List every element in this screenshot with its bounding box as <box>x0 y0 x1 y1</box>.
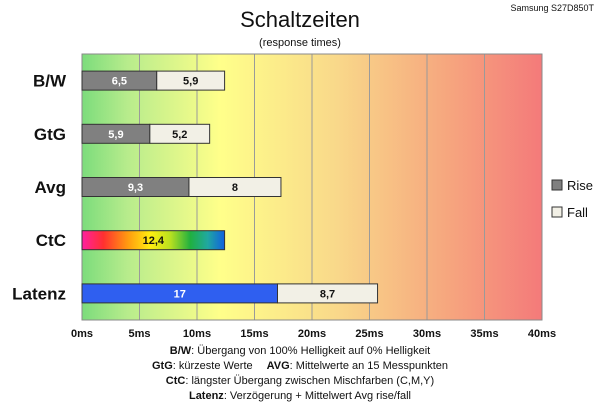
x-tick-label-0: 0ms <box>71 328 93 340</box>
category-label-avg: Avg <box>35 178 67 197</box>
bar-fall-gtg <box>149 123 211 144</box>
data-label-rise-b-w: 6,5 <box>112 76 127 88</box>
note-text-latenz: : Verzögerung + Mittelwert Avg rise/fall <box>223 390 412 402</box>
data-label-rise-avg: 9,3 <box>128 182 143 194</box>
data-label-fall-latenz: 8,7 <box>320 288 335 300</box>
note-text-ctc: : längster Übergang zwischen Mischfarben… <box>185 375 435 387</box>
bar-fall-avg <box>188 177 282 197</box>
bar-fall-latenz <box>277 283 379 304</box>
note-key-gtg: GtG <box>151 360 173 372</box>
note-line-ctc: CtC: längster Übergang zwischen Mischfar… <box>0 374 600 389</box>
x-tick-label-4: 20ms <box>298 328 326 340</box>
note-key-latenz: Latenz <box>188 390 224 402</box>
data-label-fall-gtg: 5,2 <box>172 129 187 141</box>
category-label-latenz: Latenz <box>12 284 66 303</box>
data-label-rise-gtg: 5,9 <box>108 129 123 141</box>
data-label-ctc: 12,4 <box>143 235 165 247</box>
bar-fall-b-w <box>156 70 226 91</box>
x-tick-label-7: 35ms <box>470 328 498 340</box>
note-line-latenz: Latenz: Verzögerung + Mittelwert Avg ris… <box>0 389 600 404</box>
bars-group: 6,5 5,9 5,9 5,2 9,3 8 12,4 17 8,7 <box>81 70 379 304</box>
x-tick-label-6: 30ms <box>413 328 441 340</box>
x-tick-label-2: 10ms <box>183 328 211 340</box>
data-label-rise-latenz: 17 <box>174 288 186 300</box>
note-text-avg: : Mittelwerte an 15 Messpunkten <box>289 360 449 372</box>
x-tick-label-8: 40ms <box>528 328 556 340</box>
category-label-gtg: GtG <box>34 125 66 144</box>
chart-title: Schaltzeiten <box>240 7 360 32</box>
legend: Rise Fall <box>551 178 593 220</box>
note-line-gtg-avg: GtG: kürzeste Werte AVG: Mittelwerte an 1… <box>0 359 600 374</box>
note-text-bw: : Übergang von 100% Helligkeit auf 0% He… <box>191 345 431 357</box>
category-label-ctc: CtC <box>36 231 66 250</box>
legend-label-fall: Fall <box>567 205 588 220</box>
gridlines <box>81 53 543 321</box>
note-text-gtg: : kürzeste Werte <box>172 360 253 372</box>
data-label-fall-b-w: 5,9 <box>183 76 198 88</box>
category-labels: B/W GtG Avg CtC Latenz <box>12 72 67 304</box>
bar-ctc <box>81 230 226 251</box>
x-tick-label-3: 15ms <box>240 328 268 340</box>
category-label-b-w: B/W <box>33 72 67 91</box>
x-axis-ticks: 0ms 5ms 10ms 15ms 20ms 25ms 30ms 35ms 40ms <box>71 328 556 340</box>
note-key-avg: AVG <box>266 360 290 372</box>
note-key-bw: B/W <box>169 345 192 357</box>
note-key-ctc: CtC <box>165 375 186 387</box>
chart-subtitle: (response times) <box>259 37 341 49</box>
x-tick-label-1: 5ms <box>128 328 150 340</box>
x-tick-label-5: 25ms <box>355 328 383 340</box>
legend-swatch-rise <box>551 179 563 191</box>
data-label-fall-avg: 8 <box>232 182 238 194</box>
legend-swatch-fall <box>551 206 563 218</box>
note-line-bw: B/W: Übergang von 100% Helligkeit auf 0%… <box>0 344 600 359</box>
legend-label-rise: Rise <box>567 178 593 193</box>
model-label: Samsung S27D850T <box>510 3 594 13</box>
